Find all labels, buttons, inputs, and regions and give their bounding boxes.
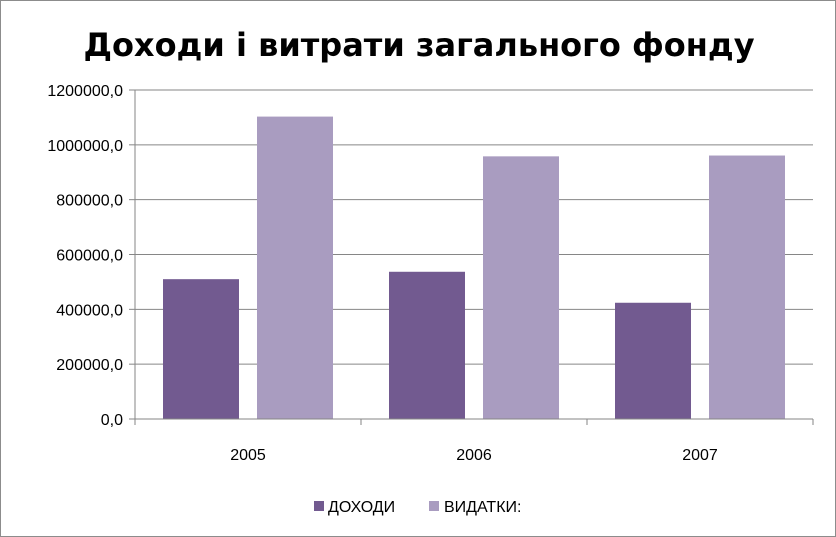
y-axis: 0,0 200000,0 400000,0 600000,0 800000,0 10000… bbox=[47, 83, 136, 429]
bar-vydatky-2007 bbox=[709, 155, 785, 420]
legend-label: ВИДАТКИ: bbox=[444, 499, 521, 516]
legend-label: ДОХОДИ bbox=[328, 499, 395, 516]
bar-vydatky-2005 bbox=[257, 116, 333, 419]
y-tick-label: 1200000,0 bbox=[47, 83, 123, 100]
gridlines bbox=[135, 89, 813, 365]
legend-swatch bbox=[314, 501, 324, 511]
y-tick-label: 0,0 bbox=[101, 412, 123, 429]
legend: ДОХОДИ ВИДАТКИ: bbox=[314, 499, 521, 516]
y-tick-label: 600000,0 bbox=[56, 248, 123, 265]
y-tick-label: 200000,0 bbox=[56, 357, 123, 374]
bar-vydatky-2006 bbox=[483, 156, 559, 419]
bars bbox=[163, 116, 785, 420]
bar-dokhody-2006 bbox=[389, 271, 465, 419]
x-tick-label: 2007 bbox=[682, 447, 718, 464]
y-tick-label: 400000,0 bbox=[56, 302, 123, 319]
y-tick-label: 1000000,0 bbox=[47, 138, 123, 155]
bar-dokhody-2005 bbox=[163, 279, 239, 419]
legend-swatch bbox=[429, 501, 439, 511]
y-tick-label: 800000,0 bbox=[56, 193, 123, 210]
chart-title: Доходи і витрати загального фонду bbox=[83, 26, 754, 64]
x-axis: 2005 2006 2007 bbox=[134, 418, 814, 464]
x-tick-label: 2005 bbox=[230, 447, 266, 464]
x-tick-label: 2006 bbox=[456, 447, 492, 464]
bar-dokhody-2007 bbox=[615, 302, 691, 419]
